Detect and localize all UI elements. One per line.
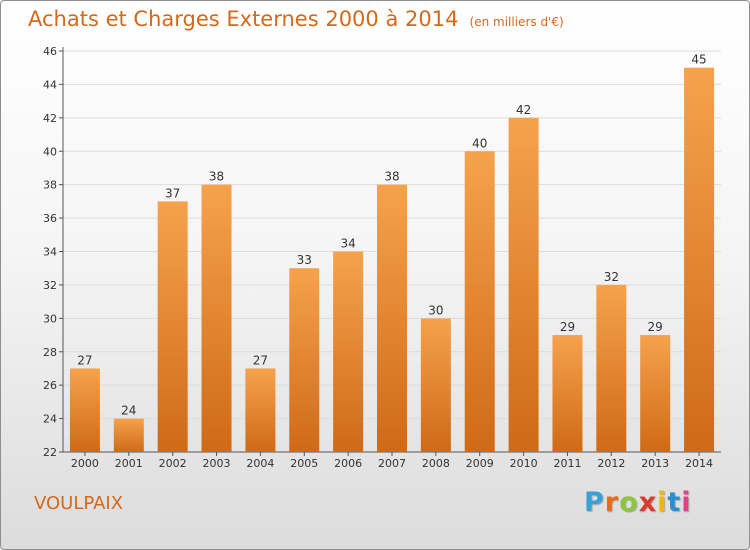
- bar-value-label: 38: [209, 170, 224, 184]
- bar-value-label: 30: [428, 303, 443, 317]
- x-tick-label: 2010: [510, 457, 538, 470]
- bar-value-label: 45: [691, 53, 706, 67]
- y-tick-label: 44: [43, 78, 57, 91]
- proxiti-logo: Proxiti: [584, 487, 692, 518]
- x-tick-label: 2009: [466, 457, 494, 470]
- y-tick-label: 38: [43, 179, 57, 192]
- bar-value-label: 27: [253, 353, 268, 367]
- x-tick-label: 2002: [159, 457, 187, 470]
- y-tick-label: 40: [43, 145, 57, 158]
- bar-2008: [420, 318, 451, 452]
- chart-title-text: Achats et Charges Externes 2000 à 2014: [28, 7, 459, 31]
- bar-value-label: 33: [297, 253, 312, 267]
- logo-letter: i: [681, 487, 692, 518]
- y-tick-label: 22: [43, 446, 57, 459]
- logo-letter: i: [657, 487, 668, 518]
- bar-2004: [245, 368, 276, 452]
- bar-2000: [69, 368, 100, 452]
- logo-letter: t: [667, 487, 682, 518]
- logo-letter: P: [584, 487, 605, 518]
- bar-2010: [508, 117, 539, 452]
- y-tick-label: 42: [43, 112, 57, 125]
- x-tick-label: 2003: [203, 457, 231, 470]
- x-tick-label: 2008: [422, 457, 450, 470]
- y-tick-label: 30: [43, 312, 57, 325]
- bar-2014: [684, 67, 715, 452]
- x-tick-label: 2012: [597, 457, 625, 470]
- bar-2002: [157, 201, 188, 452]
- bar-2003: [201, 184, 232, 452]
- x-tick-label: 2006: [334, 457, 362, 470]
- y-tick-label: 46: [43, 45, 57, 58]
- x-tick-label: 2014: [685, 457, 713, 470]
- chart-title: Achats et Charges Externes 2000 à 2014 (…: [28, 7, 564, 31]
- x-tick-label: 2005: [290, 457, 318, 470]
- bar-value-label: 32: [604, 270, 619, 284]
- y-tick-label: 34: [43, 246, 57, 259]
- bar-2007: [377, 184, 407, 452]
- logo-letter: r: [604, 487, 620, 518]
- x-tick-label: 2013: [641, 457, 669, 470]
- bar-value-label: 38: [384, 170, 399, 184]
- bar-2012: [596, 284, 627, 452]
- x-tick-label: 2011: [553, 457, 581, 470]
- logo-letter: x: [638, 487, 658, 518]
- x-tick-label: 2001: [115, 457, 143, 470]
- chart-unit-text: (en milliers d'€): [469, 15, 564, 29]
- bar-value-label: 37: [165, 186, 180, 200]
- y-tick-label: 28: [43, 346, 57, 359]
- bar-value-label: 42: [516, 103, 531, 117]
- bar-2009: [464, 151, 495, 452]
- bar-2011: [552, 335, 583, 452]
- bar-2005: [289, 268, 320, 452]
- bar-2006: [333, 251, 364, 452]
- x-tick-label: 2000: [71, 457, 99, 470]
- bar-value-label: 34: [340, 237, 355, 251]
- x-tick-label: 2007: [378, 457, 406, 470]
- bar-value-label: 27: [77, 353, 92, 367]
- bar-value-label: 29: [648, 320, 663, 334]
- y-tick-label: 26: [43, 379, 57, 392]
- bar-value-label: 40: [472, 136, 487, 150]
- x-tick-label: 2004: [246, 457, 274, 470]
- y-tick-label: 24: [43, 413, 57, 426]
- y-tick-label: 32: [43, 279, 57, 292]
- bar-2013: [640, 335, 671, 452]
- bar-value-label: 29: [560, 320, 575, 334]
- y-tick-label: 36: [43, 212, 57, 225]
- bar-value-label: 24: [121, 404, 136, 418]
- commune-name: VOULPAIX: [34, 493, 124, 514]
- logo-letter: o: [619, 487, 639, 518]
- bar-2001: [113, 418, 144, 452]
